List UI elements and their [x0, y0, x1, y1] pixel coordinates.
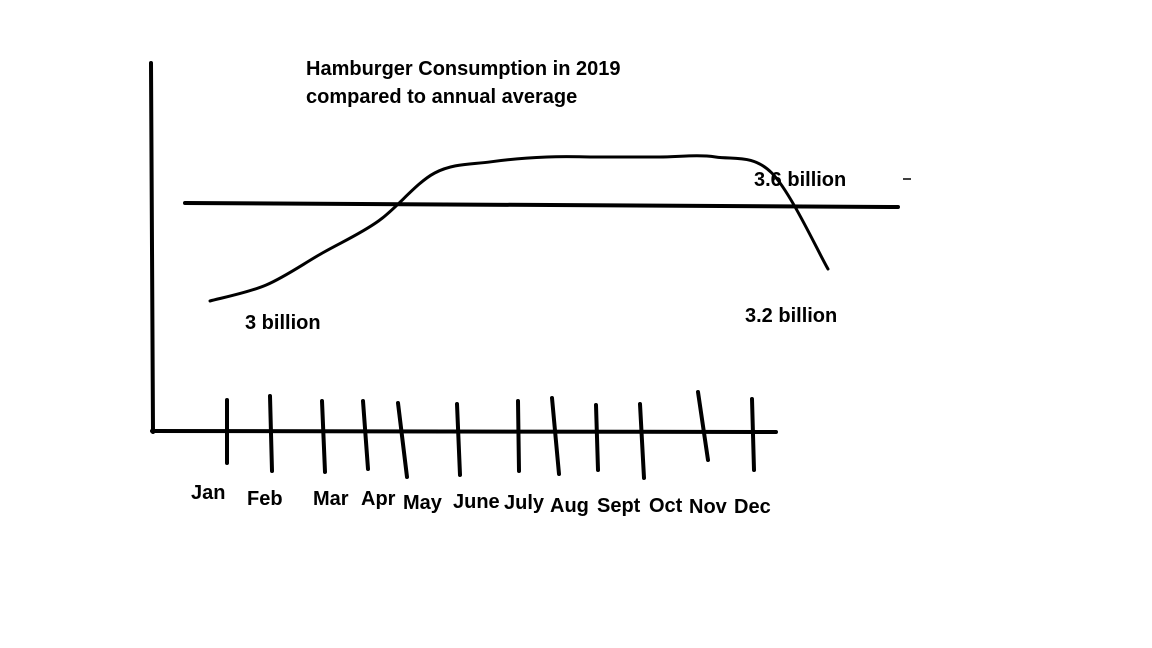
x-tick-feb [268, 394, 274, 473]
average-reference-line [183, 201, 900, 209]
x-tick-sept [594, 403, 600, 472]
annotation-average-value: 3.6 billion [754, 169, 846, 191]
x-tick-nov [696, 390, 710, 462]
tick-label-dec: Dec [734, 496, 771, 518]
tick-label-mar: Mar [313, 488, 349, 510]
tick-label-may: May [403, 492, 443, 514]
tick-label-feb: Feb [247, 488, 283, 510]
x-tick-oct [638, 402, 646, 480]
x-axis [150, 429, 778, 434]
tick-label-aug: Aug [550, 495, 589, 517]
x-tick-mar [320, 399, 327, 474]
annotation-start-value: 3 billion [245, 312, 321, 334]
x-tick-june [455, 402, 462, 477]
tick-label-sept: Sept [597, 495, 641, 517]
tick-label-apr: Apr [361, 488, 396, 510]
x-tick-apr [361, 399, 370, 471]
x-tick-july [516, 399, 521, 473]
x-axis-tick-labels: Jan Feb Mar Apr May June July Aug Sept O… [191, 482, 771, 518]
y-axis [149, 61, 155, 434]
x-tick-may [396, 401, 409, 479]
x-axis-ticks [225, 390, 756, 480]
chart-title-line-1: Hamburger Consumption in 2019 [306, 58, 621, 80]
tick-label-july: July [504, 492, 545, 514]
x-tick-aug [550, 396, 561, 476]
annotation-end-value: 3.2 billion [745, 305, 837, 327]
tick-label-nov: Nov [689, 496, 728, 518]
chart-title-line-2: compared to annual average [306, 86, 577, 108]
series-line-consumption [208, 154, 830, 303]
tick-label-oct: Oct [649, 495, 683, 517]
x-tick-dec [750, 397, 756, 472]
tick-label-jan: Jan [191, 482, 225, 504]
tick-label-june: June [453, 491, 500, 513]
